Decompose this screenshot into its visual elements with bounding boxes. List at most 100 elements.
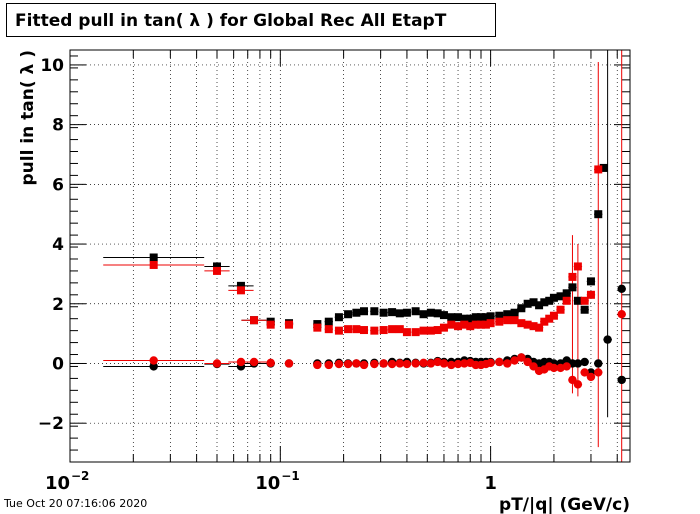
data-point-square <box>586 290 595 299</box>
data-point-square <box>568 272 577 281</box>
data-point-square <box>419 326 428 335</box>
data-point-square <box>545 314 554 323</box>
data-point-square <box>236 281 245 290</box>
data-point-square <box>334 313 343 322</box>
data-point-square <box>352 308 361 317</box>
data-point-square <box>447 313 456 322</box>
data-point-square <box>476 320 485 329</box>
data-point-square <box>395 309 404 318</box>
data-point-square <box>324 325 333 334</box>
data-point-square <box>535 301 544 310</box>
data-point-circle <box>562 362 571 371</box>
x-axis-title: pT/|q| (GeV/c) <box>499 495 630 514</box>
data-point-square <box>517 304 526 313</box>
data-point-square <box>433 309 442 318</box>
data-point-circle <box>249 357 259 367</box>
y-tick-label: 2 <box>52 295 64 315</box>
data-point-circle <box>266 358 275 368</box>
data-point-square <box>149 253 158 262</box>
data-point-square <box>503 316 512 325</box>
data-point-circle <box>447 360 456 370</box>
data-point-square <box>426 326 435 335</box>
data-point-circle <box>313 360 322 370</box>
data-point-square <box>370 307 379 316</box>
data-point-circle <box>419 358 428 368</box>
data-point-square <box>523 299 532 308</box>
data-point-circle <box>517 353 526 362</box>
data-point-square <box>481 320 490 329</box>
data-point-square <box>481 313 490 322</box>
data-point-square <box>313 323 322 332</box>
data-point-square <box>573 262 582 271</box>
data-point-square <box>402 308 411 317</box>
data-point-square <box>471 320 480 329</box>
data-point-square <box>510 308 519 317</box>
data-point-square <box>250 316 259 325</box>
data-point-circle <box>149 362 158 371</box>
y-tick-label: 6 <box>52 175 64 195</box>
data-point-square <box>594 165 603 174</box>
data-point-square <box>460 314 469 323</box>
data-point-square <box>471 313 480 322</box>
data-point-square <box>517 319 526 328</box>
data-point-square <box>359 307 368 316</box>
chart-title: Fitted pull in tan( λ ) for Global Rec A… <box>15 11 447 31</box>
data-point-square <box>529 298 538 307</box>
data-point-square <box>352 325 361 334</box>
data-point-circle <box>586 372 596 382</box>
data-point-circle <box>580 357 589 367</box>
data-point-square <box>466 314 475 323</box>
y-tick-label: 4 <box>52 235 64 255</box>
data-point-square <box>495 317 504 326</box>
y-tick-label: 8 <box>52 116 64 136</box>
data-point-square <box>580 305 589 314</box>
data-point-circle <box>433 357 442 367</box>
data-point-square <box>540 298 549 307</box>
data-point-square <box>599 163 608 172</box>
data-point-circle <box>549 363 559 373</box>
data-point-square <box>370 326 379 335</box>
data-point-circle <box>573 380 583 389</box>
data-point-square <box>285 320 294 329</box>
data-point-square <box>556 292 565 301</box>
x-tick-label: 10 <box>45 473 70 494</box>
data-point-circle <box>426 359 436 368</box>
data-point-square <box>334 326 343 335</box>
data-point-square <box>573 296 582 305</box>
data-point-square <box>426 308 435 317</box>
data-point-circle <box>370 359 379 369</box>
data-point-square <box>460 320 469 329</box>
y-tick-label: 10 <box>40 56 64 76</box>
data-point-square <box>476 313 485 322</box>
data-point-circle <box>486 358 495 368</box>
data-point-circle <box>617 375 626 385</box>
data-point-circle <box>334 359 344 369</box>
data-point-square <box>212 262 221 271</box>
timestamp: Tue Oct 20 07:16:06 2020 <box>4 497 148 510</box>
data-point-square <box>549 293 558 302</box>
data-point-square <box>447 320 456 329</box>
data-point-square <box>580 296 589 305</box>
data-point-square <box>388 308 397 317</box>
data-point-square <box>149 260 158 269</box>
data-point-circle <box>324 360 333 370</box>
data-point-circle <box>236 357 246 367</box>
data-point-square <box>523 320 532 329</box>
data-point-square <box>562 296 571 305</box>
data-point-square <box>388 325 397 334</box>
data-point-square <box>379 308 388 317</box>
data-point-square <box>594 210 603 219</box>
data-point-circle <box>594 368 603 377</box>
data-point-square <box>419 310 428 319</box>
x-tick-label-exponent: −2 <box>71 469 89 483</box>
data-point-square <box>486 312 495 321</box>
data-point-circle <box>617 310 626 319</box>
data-point-square <box>454 313 463 322</box>
data-point-square <box>454 322 463 331</box>
data-point-circle <box>411 359 420 368</box>
data-point-square <box>411 307 420 316</box>
data-point-square <box>344 310 353 319</box>
x-tick-label: 10 <box>255 473 280 494</box>
data-point-circle <box>149 356 158 365</box>
